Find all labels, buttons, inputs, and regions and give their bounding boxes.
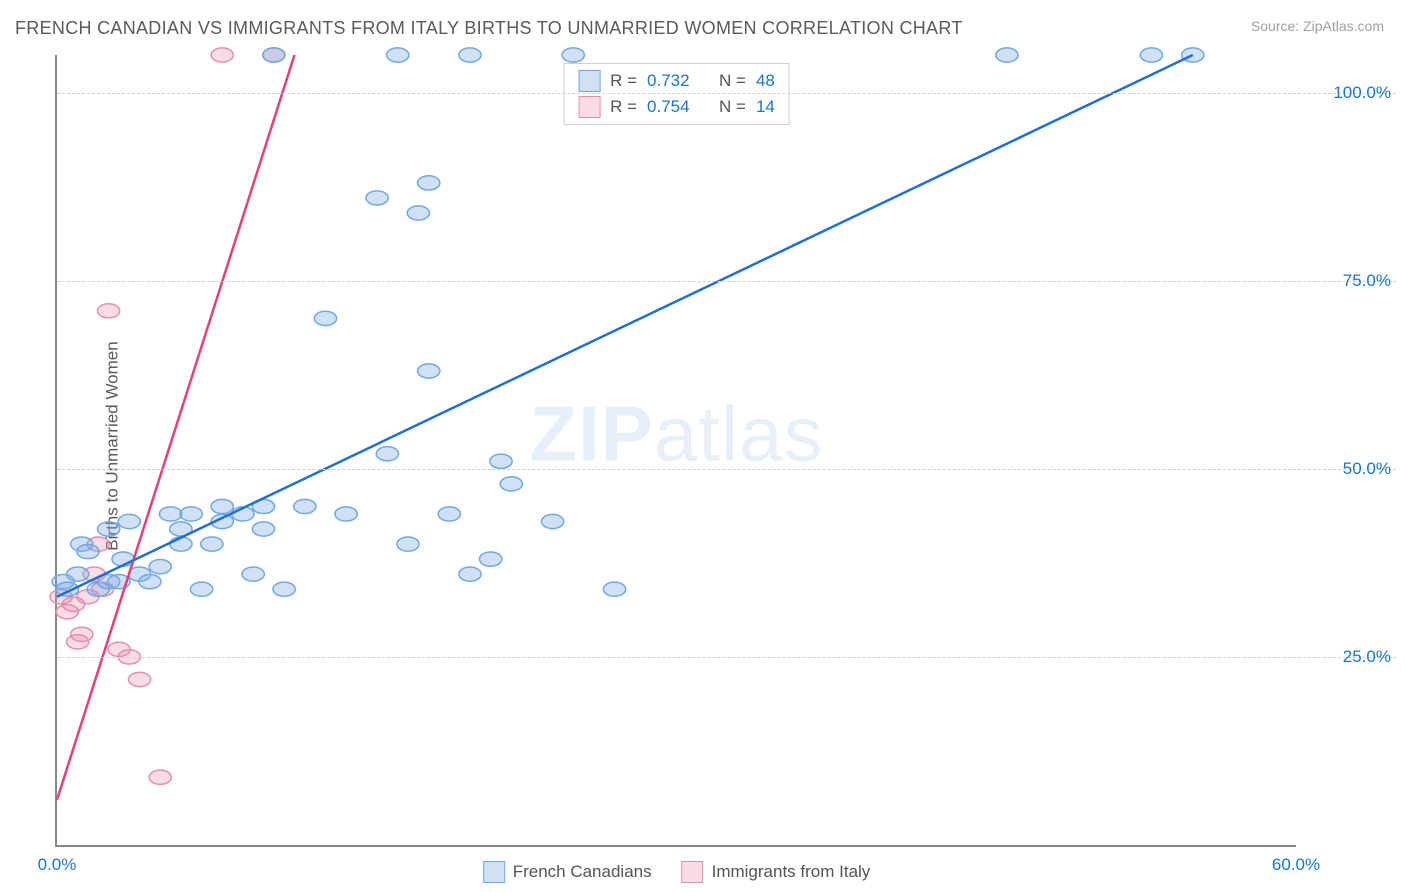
legend-r-value: 0.754	[647, 97, 690, 117]
data-point	[97, 522, 119, 536]
gridline	[57, 281, 1396, 282]
data-point	[170, 537, 192, 551]
data-point	[190, 582, 212, 596]
legend-r-value: 0.732	[647, 71, 690, 91]
data-point	[418, 364, 440, 378]
data-point	[149, 770, 171, 784]
legend-series-item: Immigrants from Italy	[682, 861, 871, 883]
data-point	[562, 48, 584, 62]
legend-swatch	[682, 861, 704, 883]
data-point	[479, 552, 501, 566]
gridline	[57, 657, 1396, 658]
data-point	[77, 544, 99, 558]
chart-container: FRENCH CANADIAN VS IMMIGRANTS FROM ITALY…	[0, 0, 1406, 892]
data-point	[71, 627, 93, 641]
data-point	[490, 454, 512, 468]
data-point	[66, 567, 88, 581]
legend-swatch	[483, 861, 505, 883]
plot-area: ZIPatlas R =0.732 N =48R =0.754 N =14 Fr…	[55, 55, 1296, 847]
data-point	[211, 48, 233, 62]
gridline	[57, 93, 1396, 94]
y-tick-label: 75.0%	[1343, 271, 1391, 291]
data-point	[159, 507, 181, 521]
legend-series-item: French Canadians	[483, 861, 652, 883]
y-tick-label: 100.0%	[1333, 83, 1391, 103]
data-point	[459, 567, 481, 581]
data-point	[118, 514, 140, 528]
y-tick-label: 50.0%	[1343, 459, 1391, 479]
data-point	[366, 191, 388, 205]
legend-series-label: French Canadians	[513, 862, 652, 882]
data-point	[139, 575, 161, 589]
legend-correlation-row: R = 0.732 N = 48	[578, 70, 775, 92]
data-point	[438, 507, 460, 521]
data-point	[397, 537, 419, 551]
legend-n-label: N =	[719, 71, 746, 91]
legend-n-value: 14	[756, 97, 775, 117]
data-point	[1140, 48, 1162, 62]
plot-svg	[57, 55, 1296, 845]
gridline	[57, 469, 1396, 470]
data-point	[335, 507, 357, 521]
legend-correlation-row: R = 0.754 N = 14	[578, 96, 775, 118]
data-point	[263, 48, 285, 62]
data-point	[252, 522, 274, 536]
trend-line	[57, 55, 294, 800]
data-point	[418, 176, 440, 190]
data-point	[387, 48, 409, 62]
data-point	[180, 507, 202, 521]
data-point	[459, 48, 481, 62]
legend-r-label: R =	[610, 97, 637, 117]
data-point	[273, 582, 295, 596]
legend-n-label: N =	[719, 97, 746, 117]
legend-series: French Canadians Immigrants from Italy	[483, 861, 871, 883]
y-tick-label: 25.0%	[1343, 647, 1391, 667]
legend-swatch	[578, 70, 600, 92]
x-tick-label: 60.0%	[1272, 855, 1320, 875]
data-point	[128, 672, 150, 686]
data-point	[242, 567, 264, 581]
data-point	[407, 206, 429, 220]
trend-line	[57, 55, 1193, 597]
data-point	[603, 582, 625, 596]
data-point	[376, 447, 398, 461]
data-point	[294, 499, 316, 513]
data-point	[500, 477, 522, 491]
legend-swatch	[578, 96, 600, 118]
data-point	[996, 48, 1018, 62]
data-point	[314, 311, 336, 325]
legend-correlation: R = 0.732 N = 48 R = 0.754 N = 14	[563, 63, 790, 125]
x-tick-label: 0.0%	[38, 855, 77, 875]
data-point	[97, 304, 119, 318]
data-point	[541, 514, 563, 528]
legend-series-label: Immigrants from Italy	[712, 862, 871, 882]
chart-title: FRENCH CANADIAN VS IMMIGRANTS FROM ITALY…	[15, 18, 963, 39]
data-point	[201, 537, 223, 551]
legend-n-value: 48	[756, 71, 775, 91]
data-point	[211, 499, 233, 513]
source-attribution: Source: ZipAtlas.com	[1251, 18, 1384, 34]
legend-r-label: R =	[610, 71, 637, 91]
data-point	[149, 560, 171, 574]
